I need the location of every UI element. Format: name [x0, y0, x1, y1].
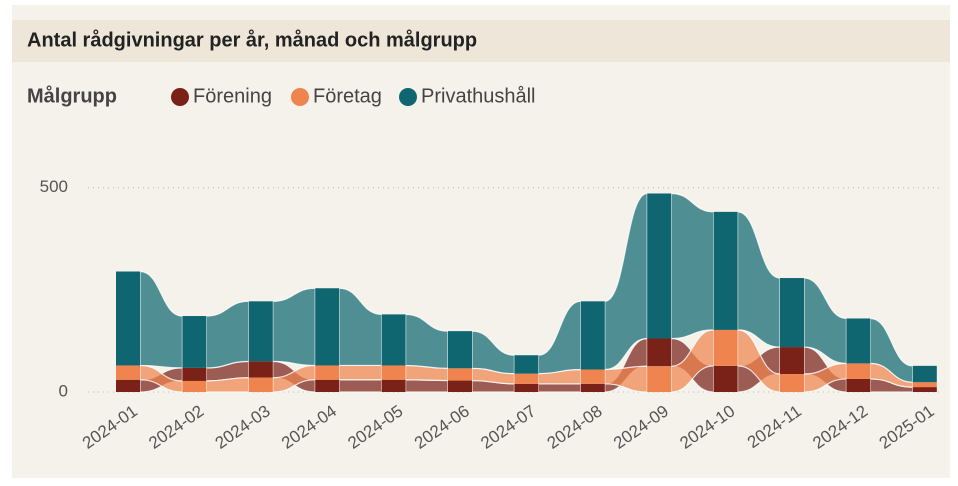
ribbon — [405, 379, 449, 393]
bar — [580, 369, 605, 384]
bar — [780, 374, 804, 392]
bar — [448, 368, 472, 381]
bar — [647, 366, 672, 392]
chart-title: Antal rådgivningar per år, månad och mål… — [27, 28, 477, 51]
bar — [912, 387, 937, 392]
bar — [248, 301, 273, 362]
ribbon — [537, 383, 582, 393]
bar — [116, 379, 140, 392]
bar — [912, 365, 937, 383]
y-tick-label: 500 — [40, 177, 68, 196]
bar — [182, 316, 207, 368]
bar — [580, 383, 605, 392]
legend-swatch — [171, 88, 189, 106]
bar — [116, 271, 140, 366]
bar — [780, 278, 804, 348]
legend-title: Målgrupp — [27, 84, 117, 107]
legend-label: Förening — [193, 85, 272, 107]
bar — [381, 365, 406, 380]
bar — [182, 367, 207, 381]
bar — [248, 361, 273, 378]
ribbon — [737, 211, 781, 348]
bar — [514, 373, 539, 384]
bar — [846, 363, 871, 379]
legend-swatch — [291, 88, 309, 106]
bar — [116, 365, 140, 380]
bar — [514, 355, 539, 374]
ribbon — [338, 364, 383, 381]
ribbons — [139, 192, 914, 393]
ribbon — [338, 379, 383, 393]
bar — [713, 365, 738, 392]
bar — [846, 378, 871, 392]
bar — [315, 288, 340, 366]
bar — [647, 193, 672, 339]
legend-swatch — [399, 88, 417, 106]
bar — [912, 382, 937, 388]
bar — [514, 383, 539, 392]
title-bar — [12, 20, 950, 62]
bar — [448, 380, 472, 392]
bar — [647, 338, 672, 367]
panel — [12, 5, 950, 478]
legend-label: Företag — [313, 85, 382, 107]
bar — [780, 347, 804, 375]
bar — [381, 314, 406, 366]
y-tick-label: 0 — [59, 381, 68, 400]
bar — [315, 379, 340, 392]
bar — [713, 211, 738, 330]
ribbon — [604, 192, 648, 371]
bar — [381, 379, 406, 392]
bar — [846, 318, 871, 364]
bar — [182, 380, 207, 392]
bar — [248, 377, 273, 392]
ribbon — [670, 192, 715, 340]
bar — [448, 331, 472, 369]
legend-label: Privathushåll — [421, 85, 536, 107]
bar — [315, 365, 340, 380]
bar — [713, 329, 738, 366]
bar — [580, 301, 605, 370]
